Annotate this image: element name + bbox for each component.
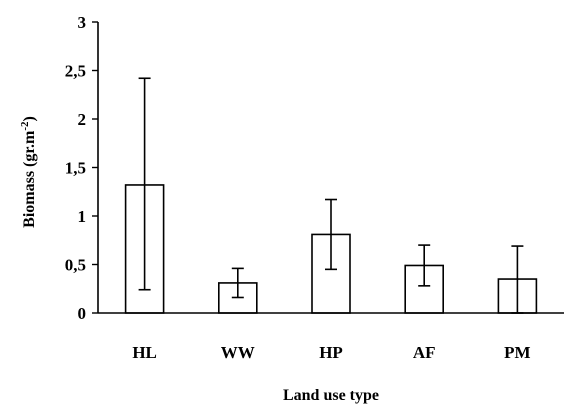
y-tick-label: 2: [78, 110, 87, 129]
y-ticks-layer: 0 0,5 1 1,5 2 2,5 3: [65, 13, 98, 323]
y-axis-title-close: ): [21, 116, 38, 121]
y-tick-label: 1: [78, 207, 87, 226]
y-axis-title-main: Biomass (gr.m: [21, 130, 38, 228]
bar-af: [404, 264, 445, 314]
y-axis-title-superscript: -2: [19, 121, 31, 131]
y-tick-label: 3: [78, 13, 87, 32]
y-tick-label: 0,5: [65, 256, 86, 275]
y-tick-label: 2,5: [65, 62, 86, 81]
x-labels-layer: HL WW HP AF PM: [132, 343, 530, 362]
x-tick-label-hl: HL: [132, 343, 157, 362]
y-axis-title: Biomass (gr.m-2): [19, 116, 38, 228]
error-bars-layer: [138, 77, 524, 314]
x-tick-label-hp: HP: [319, 343, 343, 362]
y-tick-label: 1,5: [65, 159, 86, 178]
x-tick-label-af: AF: [413, 343, 436, 362]
x-tick-label-ww: WW: [221, 343, 255, 362]
x-axis-title: Land use type: [283, 387, 379, 404]
y-tick-label: 0: [78, 304, 87, 323]
x-tick-label-pm: PM: [504, 343, 530, 362]
